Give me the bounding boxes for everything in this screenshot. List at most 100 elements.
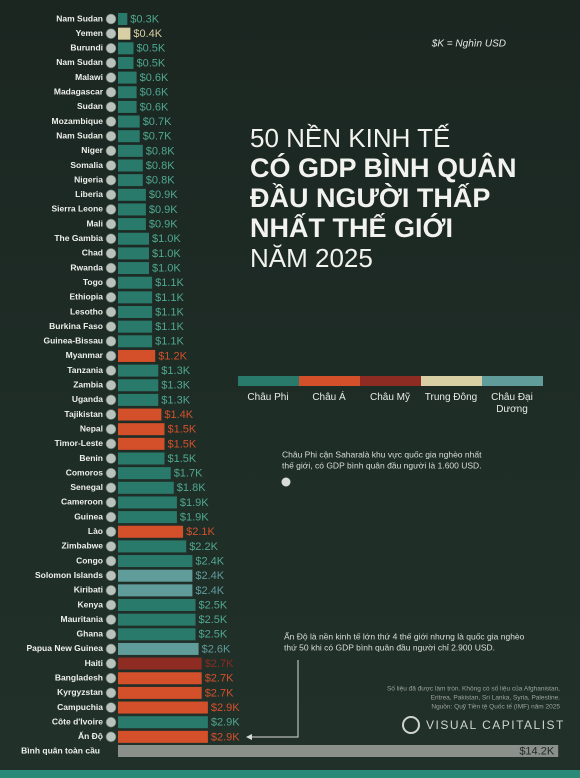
flag (105, 497, 117, 508)
bar (118, 555, 193, 568)
category-label: Haiti (85, 658, 103, 668)
value-label: $0.9K (149, 204, 178, 216)
bar (118, 569, 193, 582)
flag (105, 555, 117, 567)
value-label: $1.0K (152, 262, 181, 274)
bar (118, 232, 149, 245)
bar (118, 56, 134, 69)
value-label: $1.5K (168, 438, 197, 450)
bar (118, 115, 140, 128)
value-label: $14.2K (519, 745, 555, 757)
bar (118, 613, 196, 626)
legend-swatch (421, 376, 482, 386)
flag (105, 233, 117, 245)
title-line: NĂM 2025 (250, 243, 373, 273)
value-label: $1.2K (158, 350, 187, 362)
category-label: Sudan (77, 101, 103, 111)
value-label: $1.3K (161, 365, 190, 377)
annotation-arrow (250, 660, 299, 738)
category-label: Guinea (74, 511, 103, 521)
title-line: ĐẦU NGƯỜI THẤP (250, 182, 490, 213)
bar (118, 379, 159, 392)
flag (105, 570, 117, 582)
bar (118, 423, 165, 436)
category-label: Mali (86, 218, 103, 228)
bar (118, 71, 137, 84)
value-label: $0.7K (143, 131, 172, 143)
annotation: Ấn Độ là nền kinh tế lớn thứ 4 thế giới … (284, 631, 525, 641)
flag (105, 453, 117, 464)
value-label: $0.9K (149, 219, 178, 231)
value-label: $2.4K (195, 555, 224, 567)
bar (118, 218, 146, 231)
bar (118, 701, 208, 714)
flag (105, 42, 117, 54)
bar (118, 276, 153, 289)
category-label: Madagascar (54, 87, 104, 97)
flag (105, 365, 117, 376)
bar (118, 686, 202, 699)
bar (118, 174, 143, 187)
flag (105, 379, 117, 391)
value-label: $0.8K (146, 175, 175, 187)
value-label: $1.1K (155, 336, 184, 348)
annotation: thế giới, có GDP bình quân đầu người là … (282, 460, 482, 470)
category-label: Nepal (80, 423, 103, 433)
flag (105, 350, 117, 362)
category-label: Côte d'Ivoire (52, 716, 103, 726)
title-line: 50 NỀN KINH TẾ (250, 123, 450, 153)
flag (105, 394, 117, 406)
category-label: Liberia (75, 189, 103, 199)
value-label: $0.5K (137, 43, 166, 55)
bar (118, 511, 177, 524)
bar (118, 745, 559, 757)
flag (105, 526, 117, 538)
category-label: Nigeria (74, 174, 103, 184)
bar (118, 393, 159, 406)
flag (105, 321, 117, 332)
value-label: $1.1K (155, 306, 184, 318)
bar (118, 496, 177, 509)
bar (118, 100, 137, 113)
legend-label: Châu Mỹ (369, 392, 410, 403)
value-label: $2.9K (211, 731, 240, 743)
category-label: Ghana (77, 629, 104, 639)
category-label: Senegal (70, 482, 103, 492)
bar (118, 306, 153, 318)
bar (118, 364, 159, 377)
value-label: $2.4K (195, 585, 224, 597)
value-label: $0.6K (140, 101, 169, 113)
category-label: Guinea-Bissau (43, 336, 103, 346)
bar (118, 467, 171, 480)
category-label: Tajikistan (64, 409, 103, 419)
bar (118, 320, 153, 333)
category-label: Burundi (70, 43, 103, 53)
flag (105, 160, 117, 171)
flag (105, 86, 117, 98)
arrow-head (246, 734, 252, 740)
category-label: Ethiopia (69, 292, 103, 302)
value-label: $2.7K (205, 687, 234, 699)
flag (105, 409, 117, 420)
value-label: $2.7K (205, 673, 234, 685)
value-label: $1.5K (168, 424, 197, 436)
value-label: $0.8K (146, 145, 175, 157)
value-label: $2.9K (211, 702, 240, 714)
flag (105, 482, 117, 494)
bar (118, 716, 208, 729)
source-note: Số liệu đã được làm tròn. Không có số li… (387, 684, 560, 693)
category-label: Papua New Guinea (26, 643, 103, 653)
title-line: NHẤT THẾ GIỚI (250, 212, 453, 243)
category-label: Zambia (73, 380, 103, 390)
value-label: $1.1K (155, 292, 184, 304)
legend-swatch (360, 376, 421, 386)
value-label: $1.4K (164, 409, 193, 421)
value-label: $0.6K (140, 87, 169, 99)
category-label: Somalia (70, 160, 103, 170)
brand-logo (402, 716, 420, 734)
flag (105, 57, 117, 69)
source-note: Eritrea, Pakistan, Sri Lanka, Syria, Pal… (431, 695, 561, 702)
bar (118, 730, 208, 743)
bar (118, 188, 146, 201)
